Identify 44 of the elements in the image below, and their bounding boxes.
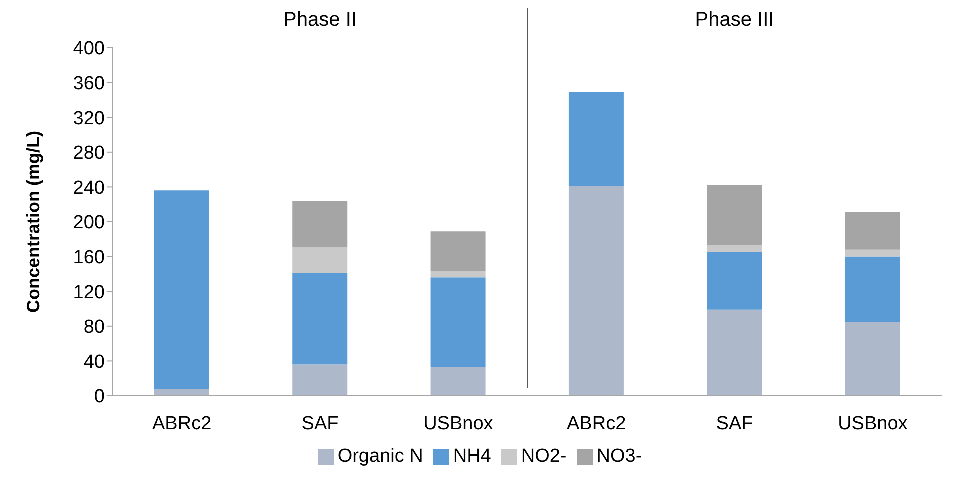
- bar: [154, 190, 210, 390]
- y-tick-label: 40: [84, 352, 105, 373]
- bar: [430, 232, 486, 272]
- bar: [568, 186, 624, 396]
- bar: [292, 364, 348, 396]
- text: Phase II: [284, 9, 357, 31]
- legend-label: NO3-: [596, 446, 642, 467]
- y-tick-label: 360: [73, 74, 105, 95]
- y-axis-title: Concentration (mg/L): [23, 131, 44, 313]
- bar: [707, 310, 762, 396]
- bar: [845, 212, 900, 250]
- x-tick-label: SAF: [302, 413, 339, 434]
- y-tick-label: 320: [73, 108, 105, 130]
- legend-label: NO2-: [521, 446, 567, 467]
- bar: [568, 92, 624, 186]
- bar: [845, 256, 900, 322]
- y-tick-label: 120: [73, 282, 105, 304]
- bar: [430, 278, 486, 368]
- bar: [154, 389, 210, 396]
- y-tick-label: 280: [73, 143, 105, 164]
- text: Phase III: [695, 9, 774, 31]
- y-tick-label: 400: [73, 38, 105, 60]
- bar: [430, 272, 486, 278]
- bar: [845, 322, 900, 396]
- bar: [292, 201, 348, 248]
- y-tick-label: 200: [73, 212, 105, 234]
- legend-label: Organic N: [338, 446, 424, 467]
- y-tick-label: 80: [84, 317, 105, 338]
- y-tick-label: 160: [73, 248, 105, 269]
- bar: [292, 247, 348, 274]
- bar: [292, 273, 348, 365]
- y-tick-label: 240: [73, 178, 105, 199]
- y-tick-label: 0: [94, 386, 105, 408]
- bar: [707, 185, 762, 246]
- bar: [430, 367, 486, 396]
- x-tick-label: USBnox: [838, 413, 908, 434]
- x-tick-label: SAF: [716, 413, 754, 434]
- x-tick-label: ABRc2: [152, 413, 212, 434]
- x-tick-label: ABRc2: [567, 413, 626, 434]
- x-tick-label: USBnox: [424, 413, 494, 434]
- legend-label: NH4: [453, 446, 492, 467]
- bar: [845, 250, 900, 257]
- bar: [707, 245, 762, 252]
- bar: [707, 252, 762, 310]
